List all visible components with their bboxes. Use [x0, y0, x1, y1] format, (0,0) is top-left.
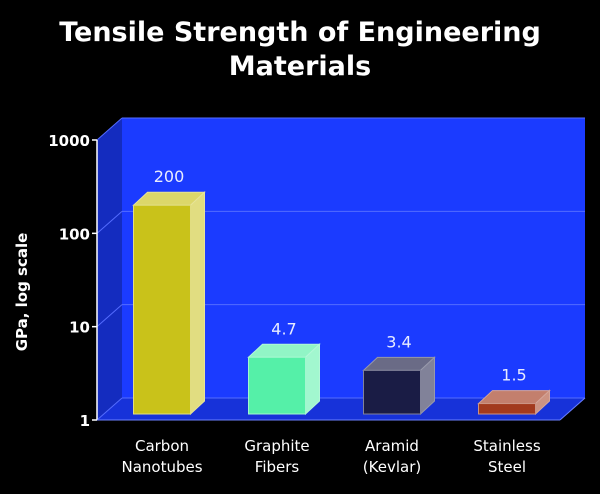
bar-side [305, 343, 320, 416]
bar [478, 403, 536, 415]
floor [97, 398, 585, 420]
chart-title: Tensile Strength of Engineering Material… [0, 16, 600, 84]
y-tick-label: 1 [80, 412, 90, 430]
chart-title-line-2: Materials [228, 51, 372, 82]
gridline-side [96, 210, 123, 234]
bar [248, 356, 306, 415]
bar-side [190, 191, 205, 416]
category-label-line: Graphite [244, 437, 310, 455]
gridline-side [96, 397, 123, 421]
category-label-graphite-fibers: Graphite Fibers [222, 436, 332, 478]
left-wall [97, 118, 122, 420]
category-label-line: Aramid [365, 437, 419, 455]
floor-edge [559, 397, 586, 421]
category-label-line: Stainless [473, 437, 541, 455]
gridline-side [96, 304, 123, 328]
category-label-line: Carbon [134, 437, 190, 455]
data-label: 1.5 [501, 366, 526, 385]
y-tick-label: 10 [69, 319, 90, 337]
bar [363, 369, 421, 415]
category-label-carbon-nanotubes: Carbon Nanotubes [107, 436, 217, 478]
data-label: 3.4 [386, 332, 411, 351]
category-label-line: Steel [487, 458, 527, 476]
bar [133, 204, 191, 415]
category-label-line: Nanotubes [121, 458, 203, 476]
data-label: 200 [154, 167, 185, 186]
y-tick-label: 1000 [48, 132, 90, 150]
y-tick-label: 100 [59, 225, 90, 243]
category-label-line: (Kevlar) [362, 458, 422, 476]
chart-title-line-1: Tensile Strength of Engineering [59, 17, 541, 48]
category-label-line: Fibers [254, 458, 300, 476]
gridline-side [96, 117, 123, 141]
category-label-stainless-steel: Stainless Steel [452, 436, 562, 478]
category-label-aramid-kevlar: Aramid (Kevlar) [337, 436, 447, 478]
data-label: 4.7 [271, 319, 296, 338]
